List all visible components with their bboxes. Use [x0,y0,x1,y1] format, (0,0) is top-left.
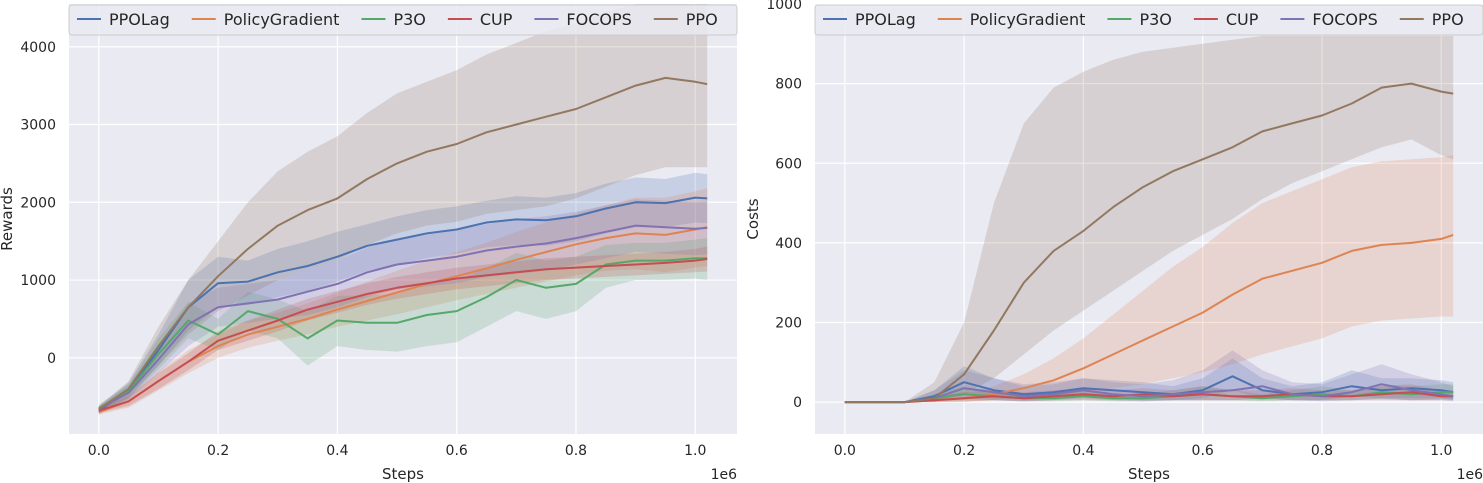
costs-panel: 0.0 0.2 0.4 0.6 0.8 1.0 0 200 400 600 800 1000 1e6 St… [744,0,1483,483]
x-tick-label: 0.2 [953,443,975,459]
line-cup [98,258,708,412]
y-tick-label: 800 [775,77,802,93]
x-tick-label: 0.0 [834,443,856,459]
x-tick-label: 0.6 [1192,443,1214,459]
band-ppolag [98,172,708,415]
band-policygradient [98,188,708,415]
x-tick-label: 1.0 [1430,443,1452,459]
band-p3o [844,384,1454,403]
legend-label-focops: FOCOPS [1312,10,1377,29]
line-p3o [98,257,708,410]
x-tick-label: 0.4 [326,443,348,459]
rewards-panel: 0.0 0.2 0.4 0.6 0.8 1.0 0 1000 2000 3000 4000 1e6 St… [0,4,738,483]
x-tick-label: 0.8 [565,443,587,459]
line-focops [98,224,708,410]
line-ppolag [98,196,708,412]
y-axis-label: Costs [744,198,762,239]
x-tick-label: 1.0 [684,443,706,459]
legend: PPOLag PolicyGradient P3O CUP FOCOPS PPO [814,4,1483,36]
plot-area [844,35,1454,404]
x-axis-label: Steps [1128,465,1170,483]
line-ppo [844,82,1454,404]
legend-label-cup: CUP [480,10,513,29]
band-p3o [98,238,708,413]
line-policygradient [98,226,708,414]
line-focops [844,383,1454,404]
legend-label-cup: CUP [1226,10,1259,29]
y-tick-label: 0 [47,351,56,367]
legend-label-p3o: P3O [393,10,425,29]
y-axis-label: Rewards [0,187,16,251]
y-tick-label: 600 [775,156,802,172]
x-tick-label: 0.6 [446,443,468,459]
legend-frame [68,4,738,36]
band-policygradient [844,155,1454,403]
line-ppo [98,76,708,410]
band-focops [98,199,708,413]
legend-label-ppolag: PPOLag [109,10,170,29]
legend-label-ppo: PPO [686,10,718,29]
y-tick-label: 4000 [20,40,56,56]
y-tick-label: 2000 [20,195,56,211]
y-tick-label: 1000 [20,273,56,289]
band-ppo [98,4,708,413]
x-tick-label: 0.8 [1311,443,1333,459]
legend: PPOLag PolicyGradient P3O CUP FOCOPS PPO [68,4,738,36]
legend-label-ppo: PPO [1432,10,1464,29]
y-tick-label: 200 [775,316,802,332]
x-tick-label: 0.0 [88,443,110,459]
plot-background [69,4,737,434]
band-focops [844,350,1454,403]
x-axis-label: Steps [382,465,424,483]
x-tick-label: 0.2 [207,443,229,459]
y-tick-label: 0 [793,395,802,411]
y-tick-label: 400 [775,236,802,252]
legend-label-focops: FOCOPS [566,10,631,29]
plot-background [815,4,1483,434]
x-multiplier: 1e6 [711,467,738,483]
plot-area [98,4,708,415]
legend-label-policygradient: PolicyGradient [224,10,340,29]
legend-label-policygradient: PolicyGradient [970,10,1086,29]
x-multiplier: 1e6 [1457,467,1483,483]
legend-label-ppolag: PPOLag [855,10,916,29]
x-tick-label: 0.4 [1072,443,1094,459]
y-tick-label: 3000 [20,118,56,134]
legend-label-p3o: P3O [1139,10,1171,29]
y-tick-label: 1000 [766,0,802,13]
legend-frame [814,4,1483,36]
band-ppo [844,35,1454,403]
